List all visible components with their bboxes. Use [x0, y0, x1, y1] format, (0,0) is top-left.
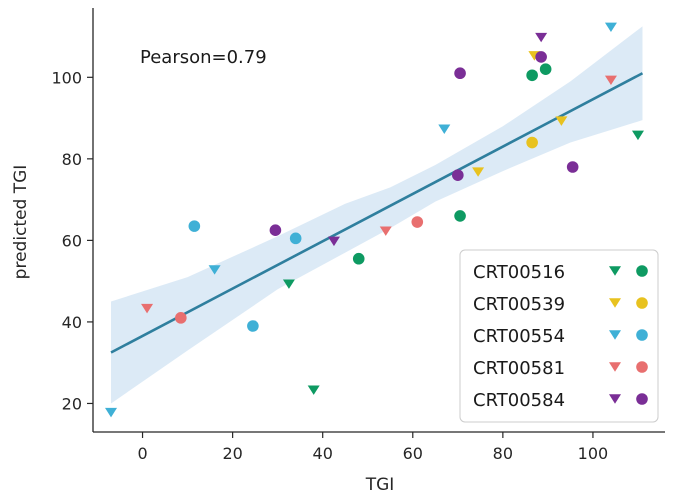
x-tick-label: 20: [222, 444, 242, 463]
y-axis-label: predicted TGI: [11, 165, 31, 280]
legend: CRT00516 CRT00539 CRT00554 CRT00581 CRT00584: [459, 249, 659, 423]
data-point-triangle: [208, 265, 221, 275]
legend-circle-marker: [636, 393, 648, 405]
data-point-circle: [175, 312, 187, 324]
data-point-circle: [269, 224, 282, 236]
x-tick-label: 0: [137, 444, 147, 463]
legend-triangle-marker: [609, 394, 621, 404]
legend-label: CRT00581: [473, 358, 565, 379]
legend-label: CRT00554: [473, 326, 565, 347]
x-tick-label: 80: [493, 444, 513, 463]
axes-layer: 0 20 40 60 80 100 20 40 60 80 100: [51, 8, 665, 463]
data-point-triangle: [472, 167, 485, 177]
legend-frame: [459, 249, 659, 423]
legend-label: CRT00584: [473, 390, 565, 411]
data-point-circle: [452, 169, 464, 181]
data-point-circle: [289, 232, 302, 245]
data-point-circle: [526, 69, 538, 82]
data-point-circle: [539, 63, 552, 75]
data-point-triangle: [379, 226, 392, 236]
legend-triangle-marker: [609, 362, 621, 372]
y-tick-label: 80: [62, 150, 82, 169]
legend-triangle-marker: [609, 330, 621, 340]
legend-circle-marker: [636, 329, 648, 341]
legend-label: CRT00539: [473, 294, 565, 315]
legend-circle-marker: [636, 265, 648, 277]
data-point-circle: [526, 136, 538, 149]
data-point-circle: [454, 210, 466, 222]
legend-label: CRT00516: [473, 262, 565, 283]
data-point-circle: [566, 161, 579, 173]
legend-circle-marker: [636, 361, 648, 373]
legend-triangle-marker: [609, 298, 621, 308]
data-point-circle: [454, 67, 466, 80]
legend-circle-marker: [636, 297, 648, 309]
data-point-triangle: [604, 22, 617, 33]
data-point-triangle: [307, 385, 320, 395]
pearson-annotation: Pearson=0.79: [140, 47, 267, 68]
x-tick-label: 100: [578, 444, 609, 463]
confidence-band: [111, 26, 643, 404]
x-tick-label: 40: [313, 444, 333, 463]
y-tick-label: 100: [51, 68, 82, 87]
data-point-triangle: [535, 32, 548, 43]
data-point-triangle: [141, 303, 154, 314]
data-point-triangle: [327, 236, 340, 247]
regression-line-layer: [110, 72, 644, 354]
data-point-circle: [188, 220, 201, 232]
x-tick-label: 60: [403, 444, 423, 463]
y-tick-label: 40: [62, 313, 82, 332]
confidence-band-layer: [111, 26, 643, 404]
legend-triangle-marker: [609, 266, 621, 276]
y-tick-label: 20: [62, 394, 82, 413]
data-point-triangle: [105, 407, 118, 418]
data-point-triangle: [555, 116, 568, 126]
data-point-triangle: [604, 75, 617, 86]
data-point-triangle: [631, 130, 644, 141]
data-point-triangle: [438, 124, 451, 134]
x-axis-label: TGI: [365, 475, 395, 495]
y-tick-label: 60: [62, 231, 82, 250]
data-point-circle: [535, 51, 547, 63]
data-point-circle: [411, 216, 424, 228]
data-point-circle: [247, 320, 259, 332]
data-point-triangle: [282, 279, 295, 289]
regression-line: [110, 72, 644, 354]
data-point-circle: [352, 252, 365, 265]
data-points-layer: [105, 22, 644, 418]
